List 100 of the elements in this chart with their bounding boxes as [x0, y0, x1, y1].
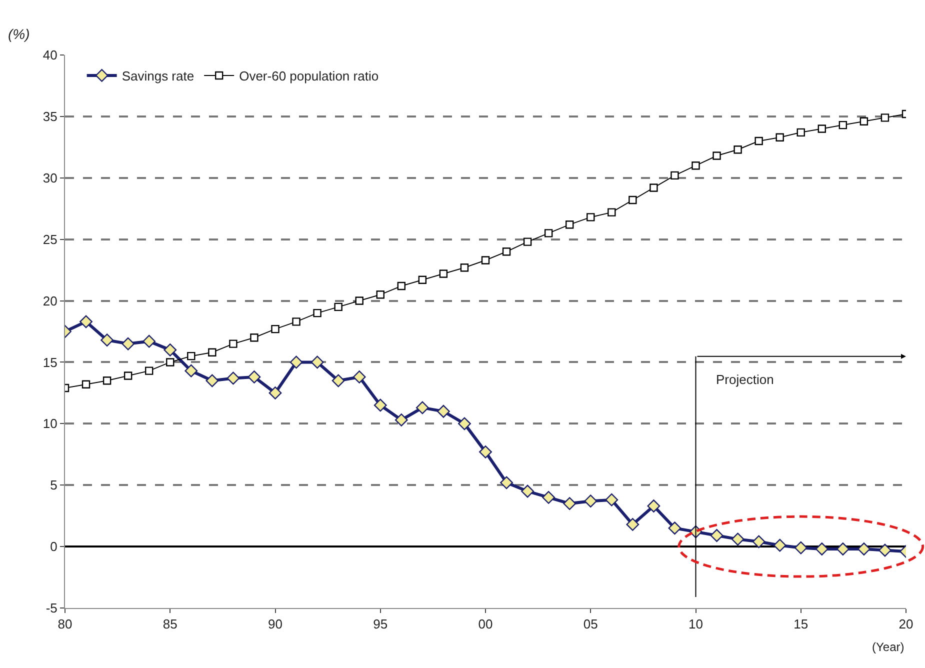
point: [394, 414, 408, 426]
point: [460, 264, 469, 272]
point: [523, 238, 532, 246]
point: [481, 256, 490, 264]
point: [458, 417, 471, 430]
y-tick-label: 15: [42, 354, 58, 370]
point: [796, 128, 805, 137]
point: [145, 366, 154, 375]
point: [479, 445, 492, 458]
point: [608, 208, 616, 216]
y-tick-label: 35: [42, 108, 58, 124]
point: [206, 374, 219, 388]
point: [102, 376, 112, 385]
point: [815, 542, 828, 556]
point: [166, 358, 174, 366]
point: [586, 213, 595, 222]
y-axis-title: (%): [8, 26, 30, 42]
point: [439, 270, 448, 278]
y-tick-label: 30: [42, 170, 58, 186]
point: [187, 352, 196, 360]
point: [650, 184, 658, 192]
x-tick-label: 95: [373, 616, 388, 632]
point: [752, 535, 766, 548]
point: [880, 114, 890, 122]
point: [268, 386, 282, 400]
point: [628, 196, 637, 204]
point: [734, 146, 742, 154]
point: [418, 276, 427, 284]
x-tick-label: 90: [268, 616, 282, 632]
x-tick-label: 15: [794, 616, 808, 632]
legend-label: Savings rate: [122, 68, 194, 84]
point: [838, 120, 848, 130]
x-tick-label: 85: [162, 616, 178, 632]
point: [860, 117, 868, 126]
point: [818, 124, 826, 133]
point: [248, 370, 261, 384]
point: [502, 248, 511, 256]
x-axis-title: (Year): [872, 640, 904, 654]
point: [647, 500, 660, 512]
point: [626, 518, 640, 531]
point: [208, 348, 216, 356]
point: [521, 484, 534, 498]
point: [355, 296, 364, 305]
point: [226, 372, 240, 385]
y-tick-label: 10: [42, 416, 58, 432]
y-tick-label: 20: [42, 293, 58, 308]
point: [310, 356, 324, 369]
point: [605, 493, 618, 506]
point: [332, 374, 345, 388]
point: [124, 372, 132, 380]
point: [184, 364, 198, 378]
point: [271, 324, 280, 334]
point: [142, 334, 156, 348]
point: [776, 133, 784, 142]
x-tick-label: 10: [688, 616, 703, 632]
y-tick-label: -5: [46, 600, 58, 616]
point: [229, 340, 238, 348]
point: [437, 404, 450, 418]
point: [352, 370, 366, 384]
point: [122, 337, 135, 350]
point: [290, 356, 303, 369]
point: [374, 398, 387, 412]
point: [858, 542, 870, 556]
x-tick-label: 05: [583, 616, 598, 632]
point: [710, 529, 724, 542]
point: [100, 334, 114, 347]
point: [712, 152, 721, 160]
point: [794, 541, 808, 554]
y-tick-label: 5: [50, 478, 58, 493]
point: [334, 302, 342, 312]
point: [416, 401, 429, 414]
y-tick-label: 0: [50, 539, 58, 554]
point: [563, 497, 576, 510]
y-tick-label: 40: [42, 48, 58, 63]
point: [376, 290, 384, 299]
point: [164, 343, 177, 356]
x-tick-label: 80: [58, 616, 72, 632]
point: [670, 171, 679, 180]
point: [878, 544, 892, 557]
point: [313, 308, 322, 318]
point: [668, 522, 682, 535]
point: [754, 136, 763, 146]
point: [80, 315, 92, 328]
point: [773, 538, 786, 552]
point: [692, 162, 700, 170]
point: [544, 229, 553, 238]
ref-line-label: Projection: [716, 372, 774, 387]
point: [836, 542, 850, 556]
point: [542, 490, 556, 504]
point: [731, 532, 744, 546]
x-tick-label: 00: [478, 616, 493, 632]
point: [566, 220, 574, 229]
y-tick-label: 25: [42, 232, 58, 247]
point: [292, 318, 300, 326]
point: [584, 494, 598, 508]
point: [82, 380, 90, 388]
point: [250, 334, 258, 342]
x-tick-label: 20: [898, 616, 914, 632]
point: [397, 282, 406, 290]
point: [500, 476, 513, 490]
